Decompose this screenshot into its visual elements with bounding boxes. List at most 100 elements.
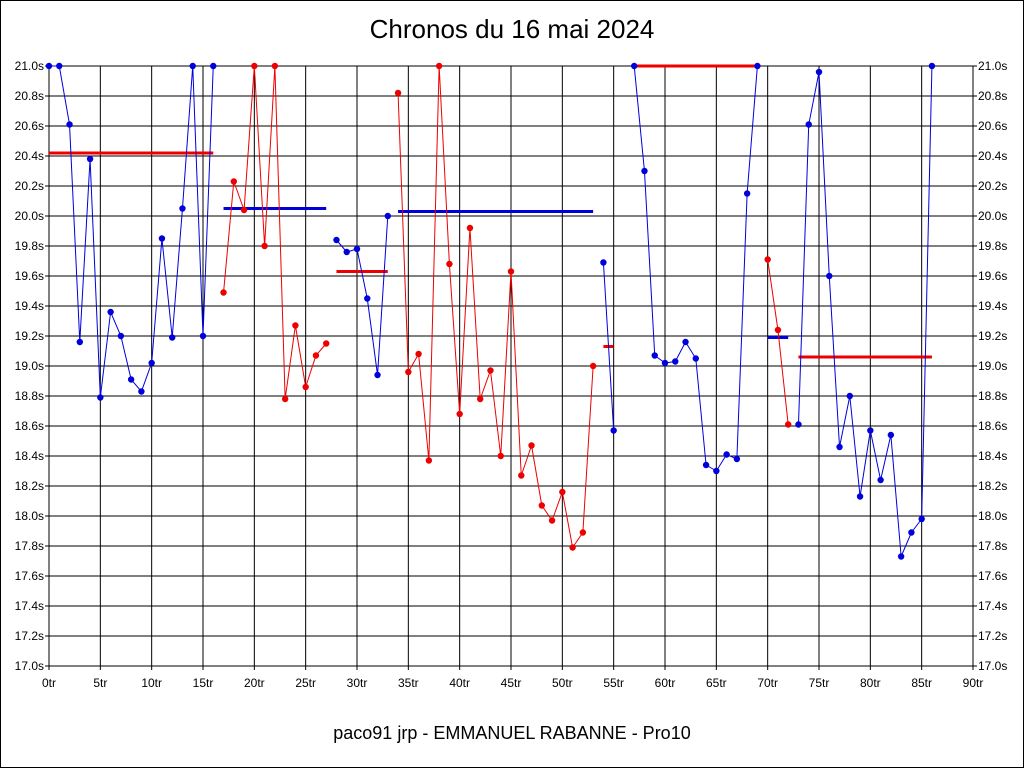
x-tick-label: 15tr — [193, 676, 214, 690]
y-tick-label-left: 18.6s — [15, 419, 44, 433]
data-point — [846, 392, 853, 400]
x-tick-label: 5tr — [93, 676, 107, 690]
y-tick-label-right: 17.6s — [978, 569, 1007, 583]
data-point — [189, 62, 196, 70]
data-point — [435, 62, 443, 70]
y-tick-label-right: 20.4s — [978, 149, 1007, 163]
data-point — [343, 248, 350, 256]
y-tick-label-left: 20.4s — [15, 149, 44, 163]
y-tick-label-left: 19.0s — [15, 359, 44, 373]
x-tick-label: 75tr — [809, 676, 830, 690]
data-point — [384, 212, 391, 220]
data-point — [466, 224, 474, 232]
y-tick-label-right: 19.8s — [978, 239, 1007, 253]
x-tick-label: 90tr — [963, 676, 984, 690]
data-point — [528, 442, 535, 449]
y-tick-label-right: 18.2s — [978, 479, 1007, 493]
y-tick-label-left: 20.0s — [15, 209, 44, 223]
data-point — [754, 62, 761, 70]
data-point — [538, 502, 545, 509]
data-point — [158, 235, 166, 242]
data-point — [107, 308, 114, 316]
data-point — [169, 334, 176, 341]
y-tick-label-left: 19.6s — [15, 269, 44, 283]
data-point — [836, 443, 843, 451]
data-point — [97, 394, 104, 401]
data-point — [240, 206, 248, 214]
data-point — [364, 295, 371, 302]
x-tick-label: 80tr — [860, 676, 881, 690]
data-point — [579, 529, 587, 536]
y-tick-label-left: 18.0s — [15, 509, 44, 523]
x-tick-label: 65tr — [706, 676, 727, 690]
y-tick-label-left: 18.4s — [15, 449, 44, 463]
y-tick-label-left: 17.0s — [15, 659, 44, 673]
y-tick-label-left: 18.8s — [15, 389, 44, 403]
data-point — [785, 421, 792, 428]
y-tick-label-right: 20.2s — [978, 179, 1007, 193]
data-point — [292, 322, 299, 329]
data-point — [230, 178, 237, 185]
chart-footer: paco91 jrp - EMMANUEL RABANNE - Pro10 — [333, 723, 691, 743]
data-point — [281, 395, 289, 403]
y-tick-label-left: 19.4s — [15, 299, 44, 313]
data-point — [302, 383, 309, 391]
data-point — [908, 529, 915, 536]
data-point — [76, 338, 84, 346]
data-point — [518, 472, 525, 479]
y-tick-label-left: 18.2s — [15, 479, 44, 493]
y-tick-label-right: 19.6s — [978, 269, 1007, 283]
data-point — [815, 68, 823, 76]
data-point — [713, 467, 720, 475]
data-point — [45, 62, 53, 70]
data-point — [220, 289, 227, 296]
data-point — [795, 421, 802, 428]
data-point — [323, 340, 330, 347]
y-tick-label-right: 18.6s — [978, 419, 1007, 433]
data-point — [764, 256, 771, 263]
data-point — [661, 359, 669, 367]
y-tick-label-left: 20.8s — [15, 89, 44, 103]
x-tick-label: 85tr — [911, 676, 932, 690]
x-tick-label: 50tr — [552, 676, 573, 690]
data-point — [497, 452, 504, 460]
data-point — [887, 431, 895, 439]
y-tick-label-right: 18.0s — [978, 509, 1007, 523]
data-point — [487, 367, 494, 374]
data-point — [456, 410, 463, 418]
x-tick-label: 60tr — [655, 676, 676, 690]
y-tick-label-right: 20.8s — [978, 89, 1007, 103]
data-point — [743, 190, 751, 197]
y-tick-label-left: 17.2s — [15, 629, 44, 643]
data-point — [877, 476, 884, 484]
data-point — [559, 488, 566, 496]
data-point — [856, 493, 864, 500]
data-point — [672, 358, 679, 365]
data-point — [405, 368, 412, 376]
data-point — [928, 62, 936, 70]
y-tick-label-right: 18.8s — [978, 389, 1007, 403]
data-point — [702, 461, 710, 469]
y-tick-label-right: 20.6s — [978, 119, 1007, 133]
data-point — [774, 326, 782, 334]
data-point — [199, 332, 207, 340]
data-point — [600, 259, 607, 266]
y-tick-label-left: 17.4s — [15, 599, 44, 613]
data-point — [394, 89, 402, 97]
y-tick-label-right: 18.4s — [978, 449, 1007, 463]
y-tick-label-left: 21.0s — [15, 59, 44, 73]
data-point — [867, 427, 874, 434]
data-point — [805, 121, 812, 128]
data-point — [374, 371, 381, 379]
data-point — [179, 205, 186, 212]
data-point — [312, 352, 320, 359]
data-point — [210, 62, 217, 70]
data-point — [56, 62, 63, 70]
data-point — [117, 332, 125, 340]
data-point — [641, 167, 648, 175]
x-tick-label: 55tr — [603, 676, 624, 690]
data-point — [651, 352, 658, 359]
data-point — [353, 245, 361, 253]
data-point — [897, 553, 905, 560]
